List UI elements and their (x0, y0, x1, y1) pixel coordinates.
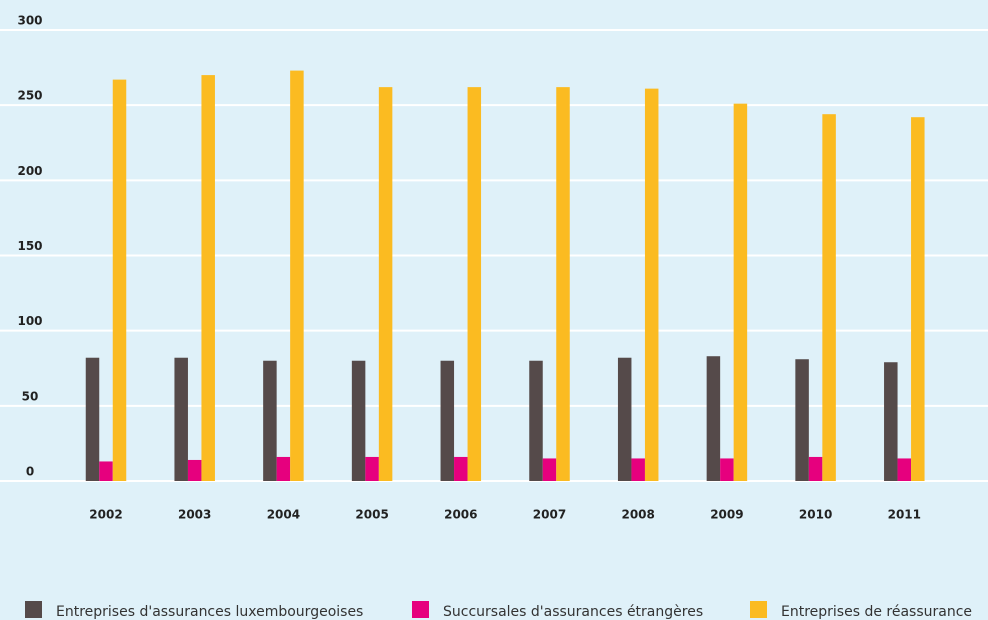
legend-label: Succursales d'assurances étrangères (443, 604, 703, 620)
bar (617, 357, 632, 481)
bar (720, 458, 734, 481)
x-tick-label: 2007 (533, 508, 566, 522)
bar (467, 87, 482, 482)
bar (808, 456, 823, 481)
bar (897, 458, 912, 481)
legend-swatch (412, 601, 429, 618)
bar (174, 357, 188, 481)
bar (795, 359, 809, 481)
bar (99, 461, 113, 481)
bar (644, 88, 659, 481)
y-tick-label: 100 (17, 314, 42, 328)
y-tick-label: 0 (26, 465, 34, 479)
legend-label: Entreprises de réassurance (781, 604, 972, 620)
bar (884, 362, 898, 481)
bar (351, 360, 366, 481)
x-tick-label: 2009 (710, 508, 743, 522)
y-tick-label: 200 (17, 164, 42, 178)
x-tick-label: 2005 (355, 508, 388, 522)
y-tick-label: 150 (17, 239, 42, 253)
bar (276, 456, 291, 481)
bar (454, 456, 468, 481)
bar (290, 70, 304, 481)
bar (631, 458, 645, 481)
x-tick-label: 2006 (444, 508, 477, 522)
legend-swatch (750, 601, 767, 618)
legend-label: Entreprises d'assurances luxembourgeoise… (56, 604, 363, 620)
bar (911, 117, 925, 482)
bar (733, 103, 748, 481)
y-tick-label: 50 (22, 389, 39, 403)
bar (542, 458, 557, 481)
bar (440, 360, 455, 481)
bar (85, 357, 100, 481)
x-tick-label: 2003 (178, 508, 211, 522)
bar (187, 459, 202, 481)
bar (556, 87, 570, 482)
x-tick-label: 2008 (621, 508, 654, 522)
bar (378, 87, 393, 482)
bar (112, 79, 127, 482)
x-tick-label: 2004 (267, 508, 300, 522)
y-tick-label: 300 (17, 14, 42, 28)
x-tick-label: 2010 (799, 508, 832, 522)
x-tick-label: 2011 (888, 508, 921, 522)
bar (365, 456, 379, 481)
x-tick-label: 2002 (89, 508, 122, 522)
bar (201, 75, 215, 481)
bar (822, 114, 836, 481)
y-tick-label: 250 (17, 89, 42, 103)
bar (529, 360, 543, 481)
bar (263, 360, 277, 481)
bar (706, 356, 721, 481)
legend-swatch (25, 601, 42, 618)
